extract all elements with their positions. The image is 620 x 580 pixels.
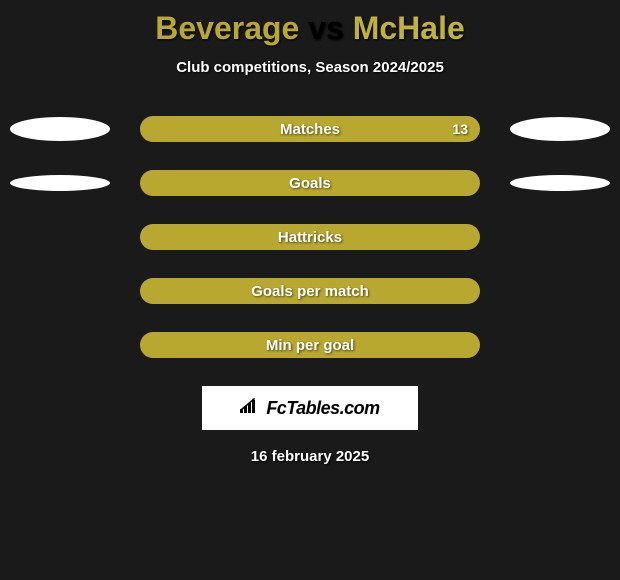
stat-row: Hattricks xyxy=(0,224,620,250)
stat-label: Hattricks xyxy=(278,229,342,246)
stat-label: Matches xyxy=(280,121,340,138)
stat-value: 13 xyxy=(452,121,468,137)
stat-bar: Goals per match xyxy=(140,278,480,304)
stat-label: Min per goal xyxy=(266,337,354,354)
ellipse-right xyxy=(510,175,610,191)
player1-name: Beverage xyxy=(155,10,299,46)
ellipse-right xyxy=(510,117,610,141)
stat-bar: Hattricks xyxy=(140,224,480,250)
logo-text: FcTables.com xyxy=(266,398,379,419)
date-label: 16 february 2025 xyxy=(251,448,369,465)
stat-row: Goals per match xyxy=(0,278,620,304)
stat-row: Matches 13 xyxy=(0,116,620,142)
bars-icon xyxy=(240,397,262,420)
stats-chart: Matches 13 Goals Hattricks Goals per match Mi… xyxy=(0,116,620,358)
subtitle: Club competitions, Season 2024/2025 xyxy=(176,59,444,76)
logo-box: FcTables.com xyxy=(202,386,418,430)
ellipse-left xyxy=(10,117,110,141)
vs-text: vs xyxy=(299,10,352,46)
page-title: Beverage vs McHale xyxy=(155,10,465,47)
stat-row: Goals xyxy=(0,170,620,196)
comparison-card: Beverage vs McHale Club competitions, Se… xyxy=(0,0,620,465)
stat-bar: Matches 13 xyxy=(140,116,480,142)
stat-label: Goals xyxy=(289,175,331,192)
stat-bar: Min per goal xyxy=(140,332,480,358)
ellipse-left xyxy=(10,175,110,191)
stat-bar: Goals xyxy=(140,170,480,196)
stat-row: Min per goal xyxy=(0,332,620,358)
player2-name: McHale xyxy=(353,10,465,46)
stat-label: Goals per match xyxy=(251,283,369,300)
